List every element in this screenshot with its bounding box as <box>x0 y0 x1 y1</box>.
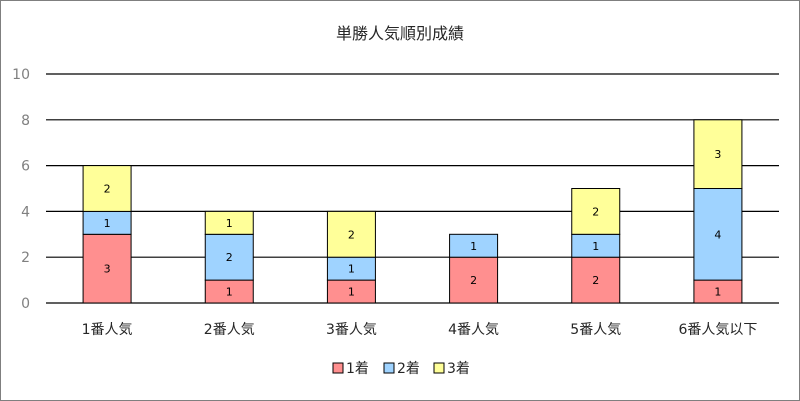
data-label: 2 <box>226 251 233 264</box>
data-label: 1 <box>104 217 111 230</box>
data-label: 3 <box>714 148 721 161</box>
x-tick-label: 2番人気 <box>204 322 255 338</box>
legend-label: 1着 <box>346 361 369 377</box>
bar-segment <box>204 210 254 235</box>
data-label: 1 <box>226 286 233 299</box>
data-label: 2 <box>592 274 599 287</box>
bar-segment <box>326 210 376 258</box>
bars: 3 1 2 1 2 1 1 1 2 2 1 2 1 2 1 4 3 <box>82 119 743 304</box>
x-tick-label: 3番人気 <box>326 322 377 338</box>
chart-title: 単勝人気順別成績 <box>336 24 464 43</box>
data-label: 2 <box>348 228 355 241</box>
data-label: 2 <box>470 274 477 287</box>
bar-segment <box>693 119 743 189</box>
data-label: 1 <box>470 240 477 253</box>
data-label: 1 <box>714 286 721 299</box>
x-tick-label: 6番人気以下 <box>678 322 757 338</box>
bar-segment <box>449 233 499 258</box>
y-tick-label: 8 <box>21 113 30 129</box>
data-label: 1 <box>348 263 355 276</box>
y-tick-label: 6 <box>21 159 30 175</box>
legend-swatch <box>332 362 344 374</box>
bar-segment <box>82 233 132 304</box>
legend: 1着 2着 3着 <box>332 361 470 377</box>
legend-label: 3着 <box>447 361 470 377</box>
bar-segment <box>82 165 132 212</box>
data-label: 1 <box>226 217 233 230</box>
data-label: 3 <box>104 263 111 276</box>
x-axis-ticks: 1番人気 2番人気 3番人気 4番人気 5番人気 6番人気以下 <box>82 322 758 338</box>
legend-label: 2着 <box>397 361 420 377</box>
bar-segment <box>571 188 621 235</box>
y-axis-ticks: 0 2 4 6 8 10 <box>12 67 30 312</box>
y-tick-label: 0 <box>21 296 30 312</box>
data-label: 2 <box>592 205 599 218</box>
legend-swatch <box>383 362 395 374</box>
y-tick-label: 2 <box>21 250 30 266</box>
data-label: 2 <box>104 183 111 196</box>
x-tick-label: 5番人気 <box>570 322 621 338</box>
data-label: 1 <box>348 286 355 299</box>
y-tick-label: 4 <box>21 204 30 220</box>
gridlines <box>46 73 779 304</box>
data-label: 4 <box>714 228 721 241</box>
bar-segment <box>693 188 743 281</box>
legend-swatch <box>433 362 445 374</box>
x-tick-label: 4番人気 <box>448 322 499 338</box>
y-tick-label: 10 <box>12 67 30 83</box>
data-label: 1 <box>592 240 599 253</box>
x-tick-label: 1番人気 <box>82 322 133 338</box>
